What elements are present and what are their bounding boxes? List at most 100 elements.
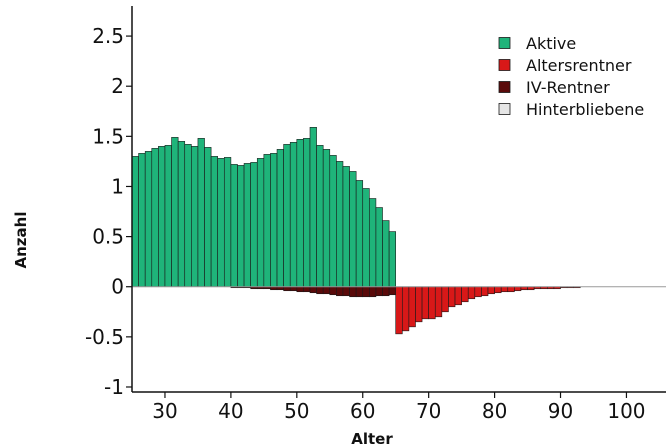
y-tick-label: 1.5 bbox=[92, 124, 124, 148]
legend-swatch-aktive bbox=[498, 37, 511, 49]
bar-aktive bbox=[171, 137, 179, 288]
bar-iv-rentner bbox=[283, 286, 291, 292]
bar-iv-rentner bbox=[342, 286, 350, 297]
x-axis-title: Alter bbox=[351, 430, 393, 445]
bar-altersrentner bbox=[415, 286, 423, 323]
bar-aktive bbox=[270, 153, 278, 288]
bar-altersrentner bbox=[507, 286, 515, 293]
bar-iv-rentner bbox=[289, 286, 298, 292]
axes-layer bbox=[126, 6, 666, 398]
bar-aktive bbox=[197, 138, 205, 288]
bar-altersrentner bbox=[441, 286, 449, 313]
y-tick-label: 2.5 bbox=[92, 24, 124, 48]
bar-iv-rentner bbox=[369, 286, 377, 298]
bar-aktive bbox=[355, 180, 364, 288]
bar-aktive bbox=[184, 144, 192, 288]
bar-aktive bbox=[237, 165, 245, 288]
bar-aktive bbox=[191, 146, 199, 288]
bar-altersrentner bbox=[514, 286, 522, 292]
x-tick-label: 80 bbox=[482, 399, 507, 423]
bar-aktive bbox=[296, 139, 304, 288]
bar-iv-rentner bbox=[336, 286, 344, 297]
bar-aktive bbox=[144, 151, 153, 288]
bar-aktive bbox=[382, 220, 390, 288]
bar-altersrentner bbox=[401, 286, 410, 332]
bar-aktive bbox=[263, 154, 271, 288]
bar-altersrentner bbox=[428, 286, 436, 320]
y-tick-label: -1 bbox=[104, 375, 124, 399]
bar-iv-rentner bbox=[349, 286, 357, 298]
y-tick-label: 2 bbox=[111, 74, 124, 98]
bar-aktive bbox=[164, 145, 172, 288]
bar-iv-rentner bbox=[355, 286, 364, 298]
legend-swatch-iv-rentner bbox=[498, 81, 511, 93]
bar-aktive bbox=[243, 163, 251, 288]
x-tick-label: 90 bbox=[548, 399, 573, 423]
bar-aktive bbox=[256, 158, 265, 288]
y-tick-label: 0.5 bbox=[92, 225, 124, 249]
bar-aktive bbox=[336, 161, 344, 288]
bar-iv-rentner bbox=[382, 286, 390, 297]
bar-aktive bbox=[177, 141, 186, 288]
bar-aktive bbox=[316, 145, 324, 288]
bar-iv-rentner bbox=[362, 286, 370, 298]
bar-aktive bbox=[283, 144, 291, 288]
y-tick-label: 0 bbox=[111, 275, 124, 299]
x-tick-label: 100 bbox=[607, 399, 645, 423]
bar-altersrentner bbox=[487, 286, 495, 295]
bar-aktive bbox=[303, 138, 311, 288]
bar-aktive bbox=[289, 142, 298, 288]
bar-iv-rentner bbox=[296, 286, 304, 293]
bar-altersrentner bbox=[395, 286, 403, 335]
x-tick-label: 60 bbox=[350, 399, 375, 423]
bar-aktive bbox=[151, 148, 159, 288]
bar-aktive bbox=[204, 147, 212, 288]
x-tick-label: 50 bbox=[284, 399, 309, 423]
bar-aktive bbox=[342, 166, 350, 288]
bar-aktive bbox=[369, 198, 377, 288]
bar-aktive bbox=[224, 157, 232, 288]
bar-aktive bbox=[138, 153, 146, 288]
bar-aktive bbox=[131, 156, 139, 288]
bar-iv-rentner bbox=[309, 286, 317, 294]
tick-labels: -1 -0.5 0 0.5 1 1.5 2 2.5 30 40 50 60 70 80 90 100 bbox=[85, 24, 646, 423]
legend: Aktive Altersrentner IV-Rentner Hinterblieb… bbox=[498, 34, 644, 119]
bar-aktive bbox=[309, 127, 317, 288]
bar-altersrentner bbox=[421, 286, 429, 320]
bar-altersrentner bbox=[467, 286, 476, 300]
bar-altersrentner bbox=[408, 286, 416, 328]
bar-aktive bbox=[362, 188, 370, 288]
bar-aktive bbox=[210, 156, 219, 288]
y-tick-label: 1 bbox=[111, 174, 124, 198]
bar-iv-rentner bbox=[388, 286, 396, 296]
bar-altersrentner bbox=[474, 286, 482, 298]
bar-iv-rentner bbox=[322, 286, 331, 295]
legend-label-altersrentner: Altersrentner bbox=[526, 56, 632, 75]
legend-swatch-altersrentner bbox=[498, 59, 511, 71]
bar-altersrentner bbox=[494, 286, 502, 294]
x-tick-label: 30 bbox=[152, 399, 177, 423]
y-axis-title: Anzahl bbox=[12, 212, 30, 269]
bar-aktive bbox=[349, 171, 357, 288]
bar-altersrentner bbox=[481, 286, 489, 297]
y-tick-label: -0.5 bbox=[85, 325, 124, 349]
bar-aktive bbox=[250, 162, 258, 288]
bar-altersrentner bbox=[454, 286, 462, 306]
bar-aktive bbox=[329, 155, 337, 288]
bar-aktive bbox=[322, 149, 331, 288]
legend-label-iv-rentner: IV-Rentner bbox=[526, 78, 610, 97]
bars-layer bbox=[131, 127, 581, 335]
legend-label-hinterbliebene: Hinterbliebene bbox=[526, 100, 644, 119]
bar-aktive bbox=[230, 164, 238, 288]
bar-aktive bbox=[388, 231, 396, 288]
x-tick-label: 70 bbox=[416, 399, 441, 423]
bar-aktive bbox=[158, 146, 166, 288]
legend-label-aktive: Aktive bbox=[526, 34, 576, 53]
bar-aktive bbox=[375, 207, 383, 288]
bar-iv-rentner bbox=[329, 286, 337, 296]
bar-iv-rentner bbox=[316, 286, 324, 295]
legend-swatch-hinterbliebene bbox=[498, 103, 511, 115]
bar-altersrentner bbox=[448, 286, 456, 308]
bar-altersrentner bbox=[500, 286, 509, 293]
